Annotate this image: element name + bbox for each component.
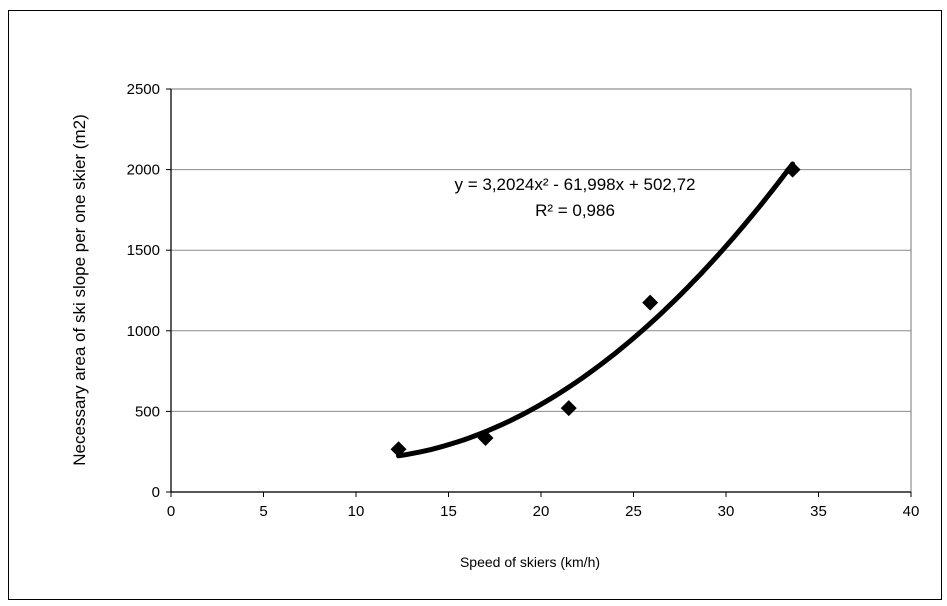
y-tick-label: 1000	[127, 323, 160, 340]
plot-area	[170, 88, 912, 493]
y-tick-labels: 0 500 1000 1500 2000 2500	[127, 81, 160, 501]
y-tick-label: 500	[135, 403, 160, 420]
y-tick-label: 2500	[127, 81, 160, 98]
x-tick-label: 35	[810, 503, 827, 520]
y-tick-label: 2000	[127, 162, 160, 179]
trendline	[396, 161, 796, 459]
x-tick-label: 15	[440, 503, 457, 520]
x-tick-label: 30	[718, 503, 735, 520]
data-point-4	[642, 294, 659, 311]
x-tick-label: 5	[259, 503, 267, 520]
trendline-r2: R² = 0,986	[535, 201, 615, 220]
data-point-3	[560, 400, 577, 417]
data-point-1	[390, 441, 407, 458]
data-point-5	[784, 161, 801, 178]
y-axis-title: Necessary area of ski slope per one skie…	[70, 114, 89, 465]
chart-frame: 0 500 1000 1500 2000 2500 0 5 10 15 20 25 30 35 40 y …	[8, 10, 942, 600]
x-tick-label: 40	[903, 503, 920, 520]
axes	[166, 88, 912, 497]
x-tick-label: 0	[167, 503, 175, 520]
data-points	[390, 161, 801, 458]
scatter-chart: 0 500 1000 1500 2000 2500 0 5 10 15 20 25 30 35 40 y …	[70, 81, 920, 570]
x-tick-label: 20	[533, 503, 550, 520]
x-tick-labels: 0 5 10 15 20 25 30 35 40	[167, 503, 920, 520]
x-tick-label: 25	[625, 503, 642, 520]
y-tick-label: 1500	[127, 242, 160, 259]
x-axis-title: Speed of skiers (km/h)	[460, 554, 600, 570]
data-point-2	[477, 429, 494, 446]
trendline-equation: y = 3,2024x² - 61,998x + 502,72	[454, 175, 695, 194]
x-tick-label: 10	[348, 503, 365, 520]
y-tick-label: 0	[152, 484, 160, 501]
